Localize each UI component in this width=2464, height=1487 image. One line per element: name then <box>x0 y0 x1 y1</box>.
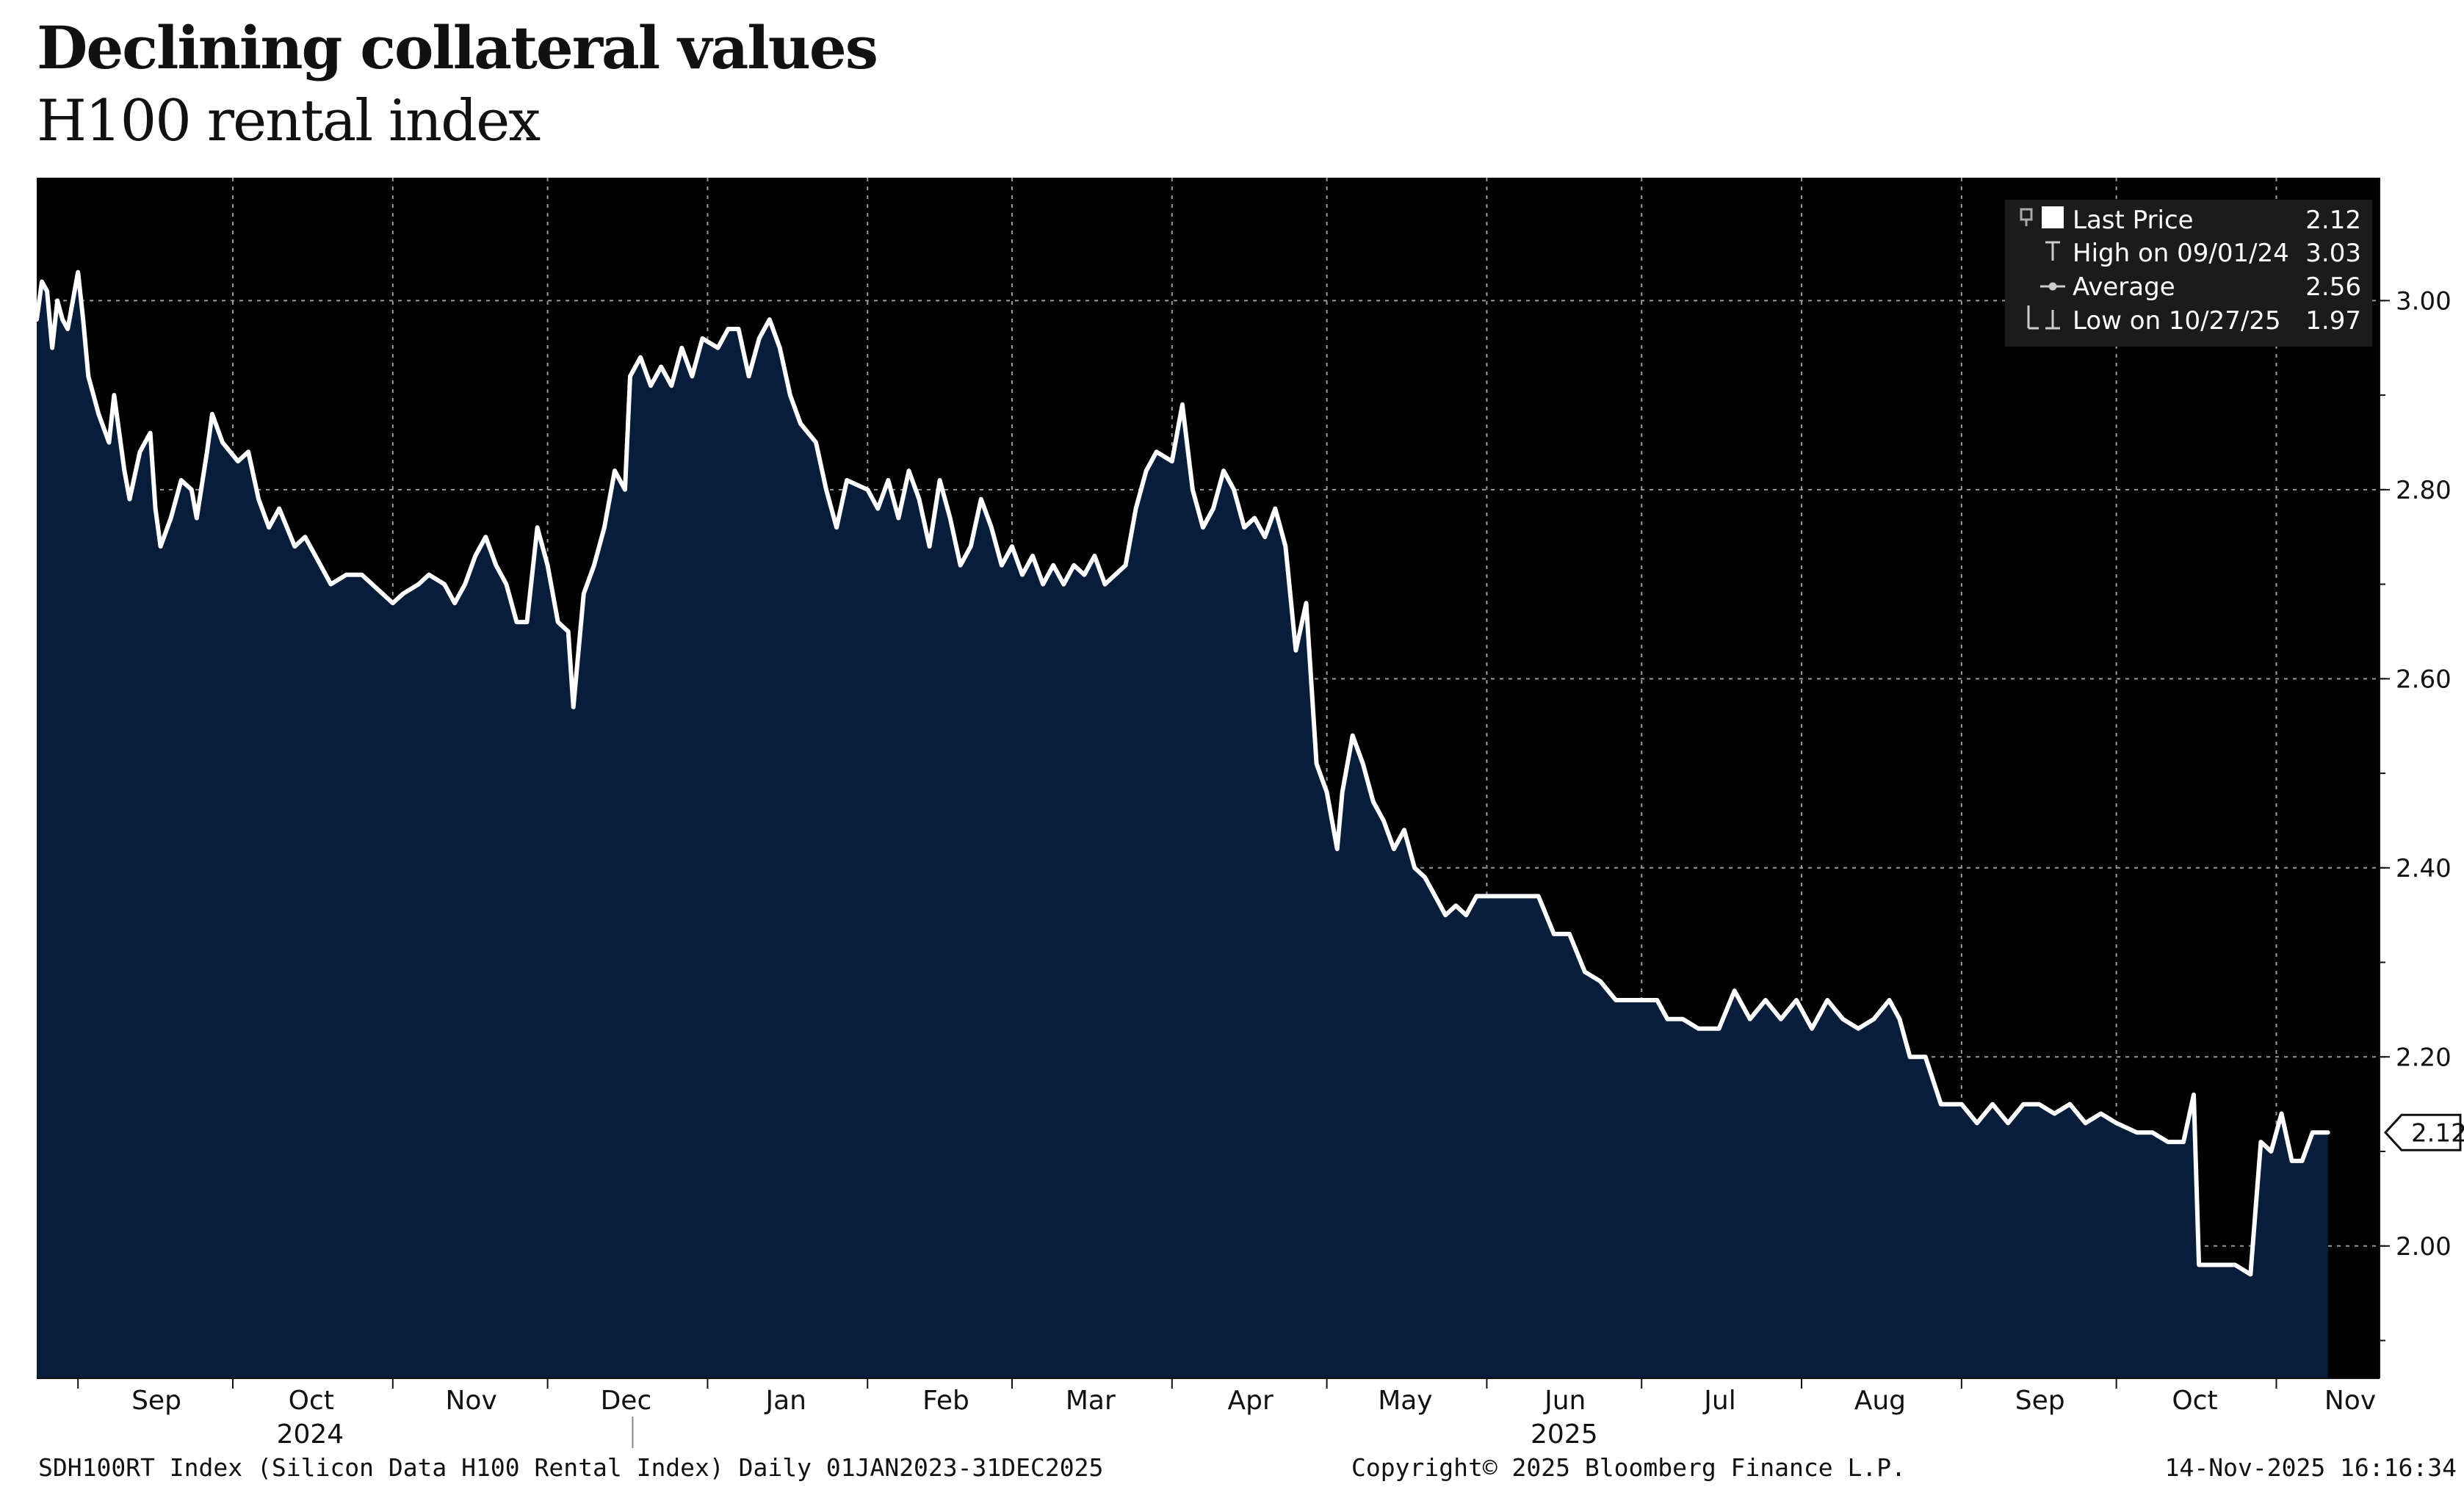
low-marker-icon <box>2027 305 2060 330</box>
x-tick-label: Aug <box>1854 1386 1906 1416</box>
high-marker-icon <box>2045 241 2060 261</box>
y-axis: 2.00 2.20 2.40 2.60 2.80 3.00 <box>2379 178 2452 1378</box>
x-axis: Sep Oct Nov Dec Jan Feb Mar Apr May Jun Jul Aug Sep O… <box>37 1378 2380 1450</box>
chart-title: Declining collateral values <box>37 13 878 82</box>
last-value-tag-shape <box>2383 1113 2462 1151</box>
last-value-tag-text: 2.12 <box>2411 1118 2464 1148</box>
x-tick-label: Jul <box>1702 1386 1735 1416</box>
legend-collapse-icon[interactable] <box>2020 208 2033 226</box>
legend: Last Price 2.12 High on 09/01/24 3.03 Av… <box>2005 200 2372 347</box>
chart-subtitle: H100 rental index <box>37 88 541 154</box>
footer-timestamp: 14-Nov-2025 16:16:34 <box>2165 1453 2457 1482</box>
x-tick-label: Jun <box>1543 1386 1586 1416</box>
x-tick-label: Sep <box>2015 1386 2065 1416</box>
y-tick-label: 3.00 <box>2396 286 2452 316</box>
square-icon <box>2042 206 2064 228</box>
y-tick-label: 2.00 <box>2396 1232 2452 1262</box>
x-tick-label: Nov <box>445 1386 496 1416</box>
series-line <box>35 269 2330 1277</box>
x-tick-label: Dec <box>601 1386 652 1416</box>
series-area <box>37 272 2328 1379</box>
legend-label: Average <box>2073 272 2175 302</box>
x-tick-label: Apr <box>1227 1386 1273 1416</box>
y-tick-label: 2.80 <box>2396 476 2452 505</box>
legend-row-low: Low on 10/27/25 1.97 <box>2027 305 2361 336</box>
legend-row-high: High on 09/01/24 3.03 <box>2045 239 2361 268</box>
x-tick-label: Mar <box>1066 1386 1116 1416</box>
legend-label: High on 09/01/24 <box>2073 239 2289 268</box>
x-tick-label: May <box>1378 1386 1432 1416</box>
legend-value: 3.03 <box>2305 239 2361 268</box>
footer: SDH100RT Index (Silicon Data H100 Rental… <box>38 1453 2457 1482</box>
legend-label: Last Price <box>2073 206 2194 235</box>
legend-row-last-price: Last Price 2.12 <box>2020 206 2361 235</box>
x-tick-label: Feb <box>922 1386 969 1416</box>
x-tick-label: Jan <box>764 1386 806 1416</box>
footer-copyright: Copyright© 2025 Bloomberg Finance L.P. <box>1351 1453 1906 1482</box>
x-tick-label: Oct <box>289 1386 334 1416</box>
y-tick-label: 2.20 <box>2396 1043 2452 1072</box>
y-tick-label: 2.60 <box>2396 665 2452 694</box>
y-tick-label: 2.40 <box>2396 854 2452 883</box>
x-tick-label: Sep <box>131 1386 181 1416</box>
average-marker-icon <box>2040 282 2065 291</box>
x-tick-label: Oct <box>2172 1386 2217 1416</box>
x-tick-label: Nov <box>2324 1386 2376 1416</box>
legend-row-average: Average 2.56 <box>2040 272 2361 302</box>
legend-box <box>2005 200 2372 347</box>
legend-label: Low on 10/27/25 <box>2073 306 2281 336</box>
legend-value: 2.56 <box>2305 272 2361 302</box>
year-label: 2025 <box>1531 1419 1598 1450</box>
legend-value: 1.97 <box>2305 306 2361 336</box>
legend-value: 2.12 <box>2305 206 2361 235</box>
year-label: 2024 <box>277 1419 344 1450</box>
footer-source: SDH100RT Index (Silicon Data H100 Rental… <box>38 1453 1103 1482</box>
last-value-tag: 2.12 <box>2383 1113 2464 1151</box>
